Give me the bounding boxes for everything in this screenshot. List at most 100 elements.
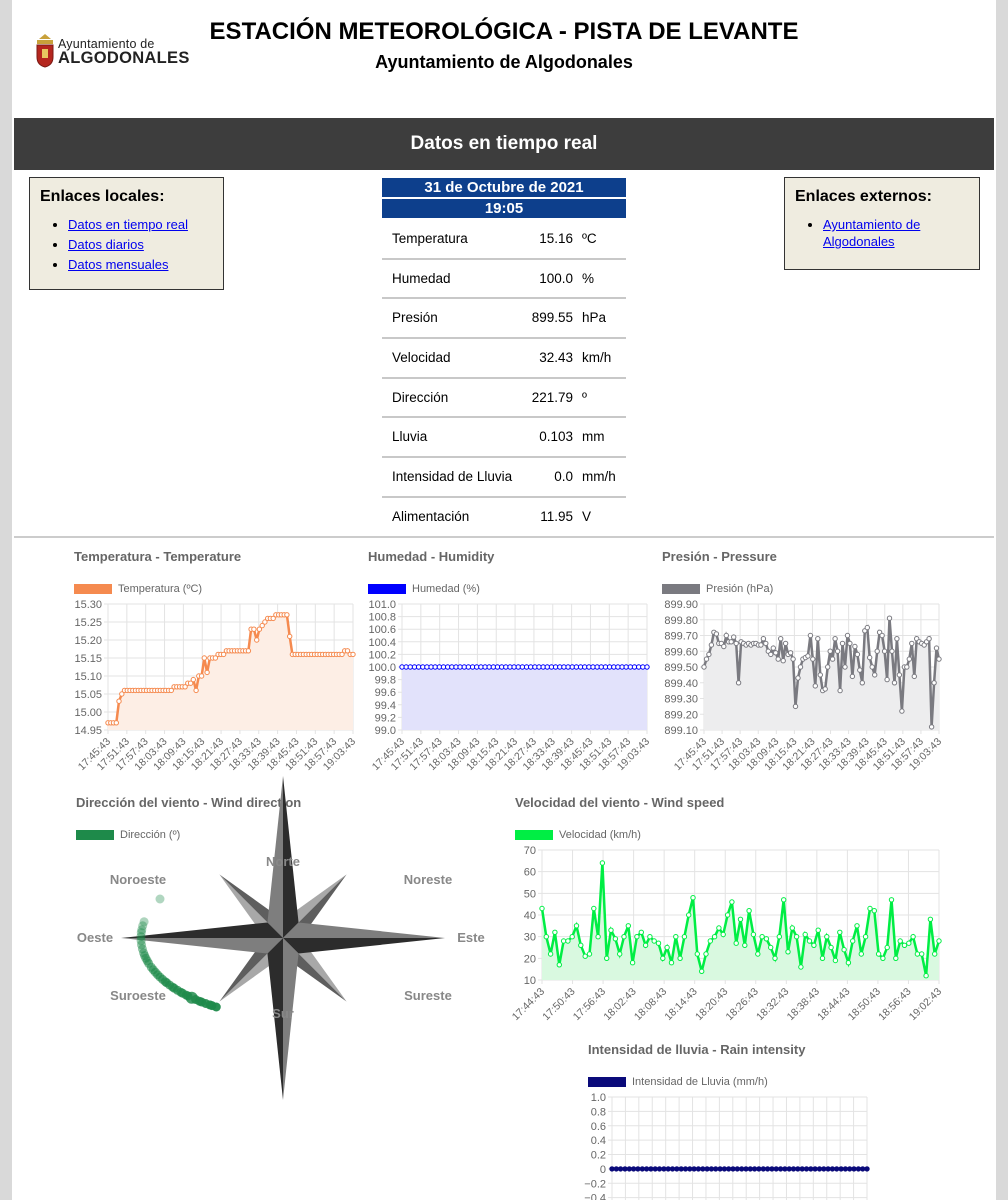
y-tick-label: 99.4 bbox=[375, 700, 396, 712]
data-point bbox=[629, 960, 636, 966]
data-point bbox=[656, 1166, 663, 1172]
y-tick-label: 15.05 bbox=[74, 689, 102, 701]
data-point bbox=[552, 929, 558, 935]
rose-arm bbox=[283, 776, 299, 938]
data-point bbox=[721, 643, 727, 650]
legend-wind-direction: Dirección (º) bbox=[76, 829, 180, 841]
y-tick-label: 15.00 bbox=[74, 707, 102, 719]
data-point bbox=[909, 640, 915, 647]
data-point bbox=[759, 934, 765, 940]
data-point bbox=[834, 1166, 840, 1172]
data-point bbox=[874, 648, 880, 654]
data-point bbox=[746, 908, 752, 914]
data-point bbox=[906, 940, 912, 946]
current-date: 31 de Octubre de 2021 bbox=[382, 178, 626, 197]
data-point bbox=[821, 1166, 827, 1172]
data-point bbox=[867, 905, 873, 912]
data-point bbox=[805, 653, 811, 659]
data-point bbox=[711, 934, 718, 940]
data-point bbox=[706, 651, 712, 658]
data-point bbox=[923, 973, 929, 979]
data-point bbox=[880, 955, 886, 961]
data-point bbox=[204, 669, 210, 676]
data-point bbox=[187, 680, 194, 686]
y-tick-label: 0.6 bbox=[591, 1121, 606, 1133]
data-point bbox=[678, 1166, 684, 1172]
series-area bbox=[108, 614, 353, 730]
data-point bbox=[778, 636, 784, 642]
x-tick-label: 19:02:43 bbox=[907, 986, 944, 1023]
data-point bbox=[724, 912, 731, 918]
data-point bbox=[901, 942, 908, 948]
link-monthly[interactable]: Datos mensuales bbox=[68, 257, 169, 272]
data-point bbox=[700, 1166, 706, 1172]
y-tick-label: −0.4 bbox=[584, 1193, 606, 1200]
link-ayuntamiento[interactable]: Ayuntamiento de Algodonales bbox=[823, 217, 921, 249]
reading-unit: ºC bbox=[582, 231, 597, 246]
algodonales-logo[interactable]: Ayuntamiento de ALGODONALES bbox=[32, 30, 189, 70]
data-point bbox=[251, 626, 257, 632]
data-point bbox=[751, 1166, 758, 1172]
reading-label: Lluvia bbox=[392, 429, 428, 445]
data-point bbox=[790, 1166, 797, 1172]
data-point bbox=[776, 934, 782, 940]
data-point bbox=[113, 720, 120, 726]
list-item: Datos diarios bbox=[68, 236, 213, 253]
data-point bbox=[927, 916, 934, 922]
data-point bbox=[760, 1166, 766, 1172]
data-point bbox=[932, 951, 938, 957]
data-point bbox=[556, 962, 562, 968]
legend-temperature: Temperatura (ºC) bbox=[74, 583, 202, 595]
data-point bbox=[798, 964, 804, 970]
y-tick-label: 50 bbox=[524, 888, 536, 900]
data-point bbox=[770, 645, 776, 651]
data-point bbox=[638, 929, 644, 935]
direction-point bbox=[211, 1002, 221, 1012]
data-point bbox=[644, 664, 650, 670]
local-links-list: Datos en tiempo real Datos diarios Datos… bbox=[40, 216, 213, 273]
data-point bbox=[875, 951, 882, 957]
data-point bbox=[608, 927, 614, 933]
data-point bbox=[768, 944, 774, 951]
chart-title-temperature: Temperatura - Temperature bbox=[74, 549, 242, 564]
data-point bbox=[701, 664, 707, 670]
data-point bbox=[728, 639, 734, 645]
reading-unit: V bbox=[582, 508, 592, 524]
data-point bbox=[850, 938, 856, 944]
data-point bbox=[539, 905, 545, 912]
data-point bbox=[936, 938, 942, 944]
rose-arm bbox=[283, 922, 445, 938]
external-links-box: Enlaces externos: Ayuntamiento de Algodo… bbox=[784, 177, 980, 270]
data-point bbox=[864, 624, 870, 631]
y-tick-label: 899.60 bbox=[664, 646, 698, 658]
link-daily[interactable]: Datos diarios bbox=[68, 237, 144, 252]
y-tick-label: 70 bbox=[524, 845, 536, 857]
data-point bbox=[220, 651, 227, 658]
legend-label: Temperatura (ºC) bbox=[118, 583, 203, 595]
readings-table: Temperatura 15.16 ºC Humedad 100.0% Presión 89… bbox=[382, 220, 626, 538]
list-item: Ayuntamiento de Algodonales bbox=[823, 216, 969, 250]
data-point bbox=[350, 651, 356, 658]
external-links-list: Ayuntamiento de Algodonales bbox=[795, 216, 969, 250]
data-point bbox=[617, 1166, 624, 1172]
reading-row: Velocidad 32.43 km/h bbox=[382, 339, 626, 379]
link-realtime[interactable]: Datos en tiempo real bbox=[68, 217, 188, 232]
data-point bbox=[668, 960, 675, 966]
series-area bbox=[402, 667, 647, 730]
data-point bbox=[815, 636, 821, 642]
data-point bbox=[806, 938, 813, 944]
data-point bbox=[825, 664, 831, 670]
data-point bbox=[787, 650, 794, 656]
data-point bbox=[792, 703, 799, 710]
logo-text-top: Ayuntamiento de bbox=[58, 37, 155, 51]
data-point bbox=[904, 664, 910, 670]
compass-label-se: Sureste bbox=[404, 988, 452, 1003]
data-point bbox=[677, 955, 683, 961]
data-point bbox=[827, 648, 833, 654]
data-point bbox=[795, 1166, 801, 1172]
direction-point bbox=[138, 921, 148, 931]
data-point bbox=[867, 654, 873, 661]
direction-point bbox=[136, 936, 146, 946]
data-point bbox=[881, 648, 888, 654]
data-point bbox=[730, 1166, 736, 1172]
